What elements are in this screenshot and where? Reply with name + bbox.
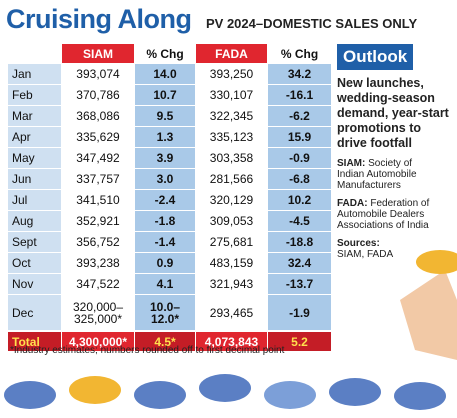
- table-cell: 393,238: [62, 253, 135, 274]
- table-cell: -4.5: [268, 211, 332, 232]
- table-cell: -18.8: [268, 232, 332, 253]
- term: SIAM:: [337, 158, 366, 169]
- table-cell: 370,786: [62, 85, 135, 106]
- column-header: % Chg: [268, 44, 332, 64]
- row-label: Oct: [8, 253, 62, 274]
- table-cell: 483,159: [196, 253, 268, 274]
- table-cell: 335,629: [62, 127, 135, 148]
- table-cell: 393,250: [196, 64, 268, 85]
- column-header: SIAM: [62, 44, 135, 64]
- table-cell: 341,510: [62, 190, 135, 211]
- table-cell: 3.9: [135, 148, 196, 169]
- table-cell: -6.2: [268, 106, 332, 127]
- table-cell: 14.0: [135, 64, 196, 85]
- table-cell: 10.0–12.0*: [135, 295, 196, 331]
- outlook-text: New launches, wedding-season demand, yea…: [337, 76, 449, 150]
- row-label: Aug: [8, 211, 62, 232]
- header-blank: [8, 44, 62, 64]
- hand: [400, 270, 457, 360]
- table-cell: 320,000–325,000*: [62, 295, 135, 331]
- table-cell: 335,123: [196, 127, 268, 148]
- row-label: Jan: [8, 64, 62, 85]
- table-cell: -2.4: [135, 190, 196, 211]
- table-cell: 347,522: [62, 274, 135, 295]
- subtitle: PV 2024–DOMESTIC SALES ONLY: [206, 16, 418, 31]
- term-text: Society of Indian Automobile Manufacture…: [337, 158, 417, 191]
- total-cell: 5.2: [268, 332, 332, 352]
- table-cell: 368,086: [62, 106, 135, 127]
- table-cell: 1.3: [135, 127, 196, 148]
- table-cell: 10.2: [268, 190, 332, 211]
- table-cell: 34.2: [268, 64, 332, 85]
- table-cell: 321,943: [196, 274, 268, 295]
- table-cell: -1.8: [135, 211, 196, 232]
- table-cell: -13.7: [268, 274, 332, 295]
- definition: FADA: Federation of Automobile Dealers A…: [337, 198, 437, 231]
- row-label: Jun: [8, 169, 62, 190]
- table-cell: 15.9: [268, 127, 332, 148]
- table-cell: -1.9: [268, 295, 332, 331]
- table-cell: 330,107: [196, 85, 268, 106]
- outlook: Outlook New launches, wedding-season dem…: [337, 44, 453, 260]
- table-cell: 347,492: [62, 148, 135, 169]
- table-cell: 32.4: [268, 253, 332, 274]
- table-cell: 4.1: [135, 274, 196, 295]
- sources: Sources: SIAM, FADA: [337, 238, 437, 260]
- column-header: % Chg: [135, 44, 196, 64]
- table-cell: 10.7: [135, 85, 196, 106]
- table-cell: 303,358: [196, 148, 268, 169]
- table-cell: 337,757: [62, 169, 135, 190]
- row-label: Apr: [8, 127, 62, 148]
- table-cell: 275,681: [196, 232, 268, 253]
- row-label: Nov: [8, 274, 62, 295]
- table-cell: -1.4: [135, 232, 196, 253]
- row-label: Mar: [8, 106, 62, 127]
- table-cell: -6.8: [268, 169, 332, 190]
- cars: [4, 374, 446, 410]
- table-cell: 3.0: [135, 169, 196, 190]
- outlook-title: Outlook: [337, 44, 414, 70]
- table-cell: 352,921: [62, 211, 135, 232]
- sources-label: Sources:: [337, 238, 380, 249]
- table-cell: -16.1: [268, 85, 332, 106]
- table-cell: 322,345: [196, 106, 268, 127]
- table-cell: 281,566: [196, 169, 268, 190]
- term-text: Federation of Automobile Dealers Associa…: [337, 198, 430, 231]
- table-cell: 393,074: [62, 64, 135, 85]
- total-cell: 4,073,843: [196, 332, 268, 352]
- table-cell: -0.9: [268, 148, 332, 169]
- row-label: Jul: [8, 190, 62, 211]
- term: FADA:: [337, 198, 368, 209]
- column-header: FADA: [196, 44, 268, 64]
- definition: SIAM: Society of Indian Automobile Manuf…: [337, 158, 437, 191]
- total-cell: Total: [8, 332, 62, 352]
- table-cell: 320,129: [196, 190, 268, 211]
- table-cell: 0.9: [135, 253, 196, 274]
- table-cell: 9.5: [135, 106, 196, 127]
- title: Cruising Along: [6, 4, 192, 34]
- total-cell: 4,300,000*: [62, 332, 135, 352]
- table-cell: 309,053: [196, 211, 268, 232]
- table-cell: 356,752: [62, 232, 135, 253]
- row-label: Sept: [8, 232, 62, 253]
- row-label: May: [8, 148, 62, 169]
- row-label: Dec: [8, 295, 62, 331]
- sources-text: SIAM, FADA: [337, 249, 394, 260]
- row-label: Feb: [8, 85, 62, 106]
- footnote: *Industry estimates; numbers rounded off…: [10, 345, 285, 356]
- table-cell: 293,465: [196, 295, 268, 331]
- total-cell: 4.5*: [135, 332, 196, 352]
